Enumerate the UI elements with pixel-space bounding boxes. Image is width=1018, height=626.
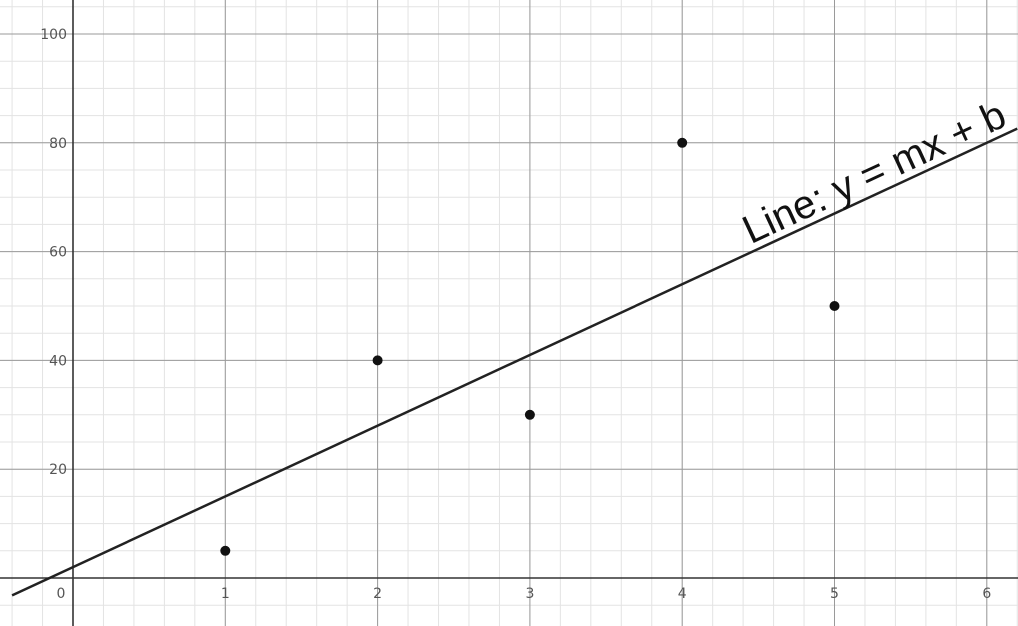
y-tick-label: 100: [40, 27, 67, 43]
line-equation-annotation: Line: y = mx + b: [736, 93, 1013, 253]
y-tick-label: 20: [49, 462, 67, 478]
y-tick-label: 80: [49, 136, 67, 152]
fit-line: [11, 127, 1018, 597]
x-tick-label: 4: [678, 586, 687, 602]
data-point: [220, 545, 231, 556]
y-tick-label: 60: [49, 245, 67, 261]
x-tick-label: 5: [830, 586, 839, 602]
x-tick-label: 2: [373, 586, 382, 602]
data-point: [524, 409, 535, 420]
fit-line-group: [11, 127, 1018, 597]
data-points: [220, 137, 840, 556]
y-tick-label: 40: [49, 353, 67, 369]
x-tick-label: 0: [57, 586, 66, 602]
x-tick-label: 1: [221, 586, 230, 602]
x-tick-label: 3: [525, 586, 534, 602]
data-point: [372, 355, 383, 366]
data-point: [677, 137, 688, 148]
x-tick-label: 6: [982, 586, 991, 602]
data-point: [829, 301, 840, 311]
tick-labels: 0 1 2 3 4 5 6 20 40 60 80 100: [40, 27, 991, 602]
